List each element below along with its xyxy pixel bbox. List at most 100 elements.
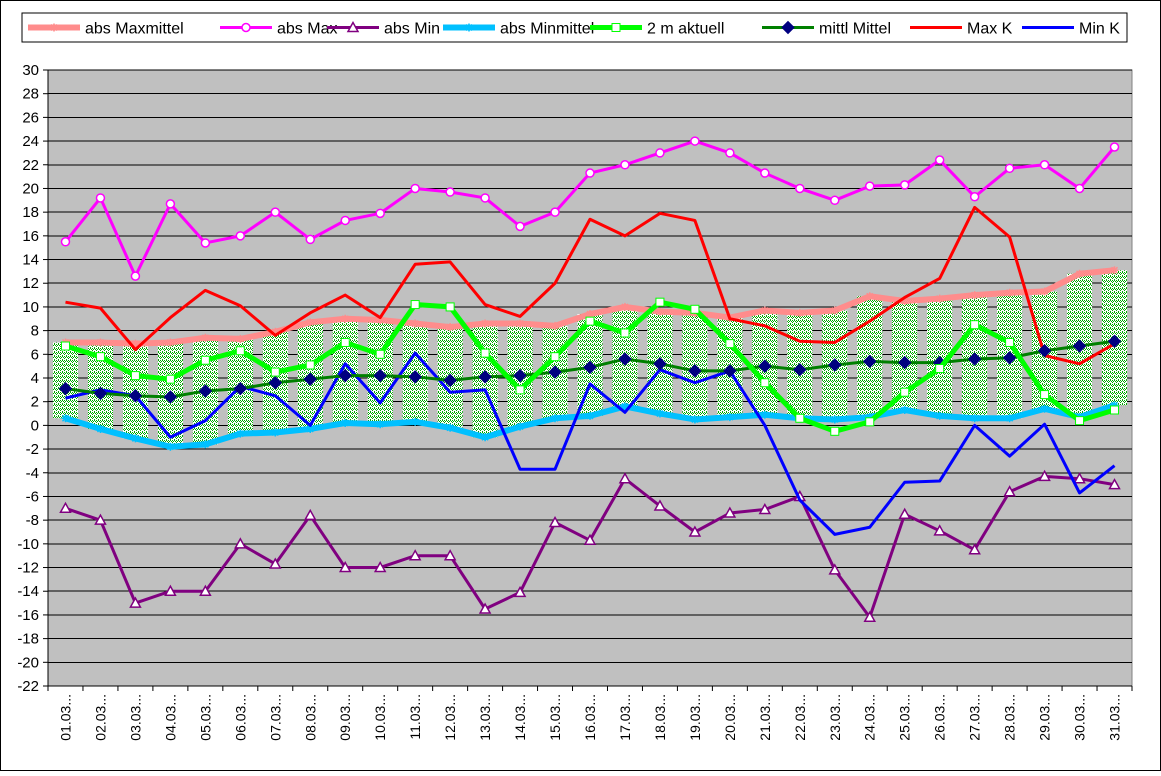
legend-label: abs Max <box>277 21 337 38</box>
legend-label: abs Minmittel <box>500 21 594 38</box>
data-point-mittl-mittel <box>373 368 387 383</box>
x-tick-label: 31.03... <box>1107 694 1123 741</box>
data-point-abs-minmittel <box>1040 404 1049 413</box>
x-tick-label: 11.03... <box>407 694 423 740</box>
data-point-abs-min <box>758 502 772 515</box>
data-point-mittl-mittel <box>758 359 772 373</box>
data-point-2-m-aktuell <box>1005 337 1015 347</box>
data-point-abs-maxmittel <box>620 302 629 311</box>
legend-marker <box>241 22 251 33</box>
data-point-abs-max <box>550 207 560 217</box>
data-point-abs-maxmittel <box>446 323 455 332</box>
legend-item-abs-minmittel: abs Minmittel <box>443 21 594 38</box>
data-point-mittl-mittel <box>408 370 422 384</box>
y-tick-label: 14 <box>22 252 39 269</box>
data-point-abs-min <box>269 557 282 569</box>
x-tick-label: 13.03... <box>477 694 493 741</box>
y-tick-label: -4 <box>26 465 39 482</box>
data-point-abs-min <box>234 537 247 549</box>
x-tick-label: 16.03... <box>582 694 598 741</box>
data-point-abs-min <box>373 560 387 573</box>
data-point-abs-maxmittel <box>341 314 350 323</box>
data-point-abs-min <box>688 525 702 537</box>
data-point-abs-maxmittel <box>830 306 839 315</box>
data-point-2-m-aktuell <box>620 328 630 338</box>
y-tick-label: 6 <box>31 346 39 363</box>
data-point-abs-minmittel <box>446 423 455 432</box>
data-point-abs-maxmittel <box>201 333 210 342</box>
data-point-mittl-mittel <box>233 381 248 396</box>
y-tick-label: 8 <box>31 323 39 340</box>
data-point-abs-maxmittel <box>551 321 560 330</box>
x-tick-label: 21.03... <box>757 694 773 741</box>
x-tick-label: 04.03... <box>162 694 178 741</box>
y-tick-label: -16 <box>17 607 39 624</box>
x-tick-label: 23.03... <box>827 694 843 741</box>
y-tick-label: 28 <box>22 86 39 103</box>
data-point-mittl-mittel <box>653 357 667 371</box>
data-point-abs-minmittel <box>411 417 420 426</box>
x-tick-label: 03.03... <box>127 694 143 741</box>
data-point-abs-minmittel <box>830 415 839 424</box>
series-line-max-k <box>65 205 1116 366</box>
x-tick-label: 17.03... <box>617 694 633 741</box>
data-point-abs-max <box>830 195 840 206</box>
data-point-abs-max <box>340 215 350 226</box>
data-point-abs-max <box>725 148 735 158</box>
data-point-abs-maxmittel <box>970 291 979 300</box>
data-point-abs-maxmittel <box>865 292 874 301</box>
x-tick-label: 25.03... <box>897 694 913 741</box>
data-point-abs-maxmittel <box>760 306 769 315</box>
data-point-2-m-aktuell <box>585 316 595 326</box>
data-point-abs-min <box>653 499 667 511</box>
legend-marker <box>465 23 473 32</box>
data-point-mittl-mittel <box>443 373 457 388</box>
legend-item-min-k: Min K <box>1022 21 1120 38</box>
data-point-abs-minmittel <box>760 410 769 419</box>
data-point-mittl-mittel <box>478 370 492 384</box>
data-point-abs-max <box>165 199 176 209</box>
data-point-2-m-aktuell <box>270 367 280 377</box>
data-point-abs-max <box>690 136 700 146</box>
data-point-abs-min <box>129 596 142 608</box>
data-point-abs-maxmittel <box>236 334 245 343</box>
data-point-abs-max <box>480 193 490 203</box>
data-point-abs-max <box>1074 183 1085 194</box>
data-point-abs-min <box>583 533 597 546</box>
x-tick-label: 28.03... <box>1002 694 1018 741</box>
data-point-abs-maxmittel <box>376 315 385 324</box>
data-point-mittl-mittel <box>863 354 877 369</box>
data-point-mittl-mittel <box>1107 334 1122 348</box>
x-tick-label: 30.03... <box>1072 694 1088 741</box>
data-point-abs-max <box>760 168 770 178</box>
data-point-abs-minmittel <box>586 411 594 420</box>
data-point-abs-min <box>199 584 212 596</box>
legend-label: Min K <box>1079 21 1120 38</box>
data-point-abs-max <box>934 155 945 165</box>
data-point-mittl-mittel <box>1037 344 1052 358</box>
data-point-2-m-aktuell <box>655 297 665 307</box>
data-point-abs-max <box>375 208 385 219</box>
data-point-2-m-aktuell <box>165 374 175 384</box>
data-point-abs-max <box>410 183 420 194</box>
data-point-abs-max <box>95 193 106 203</box>
y-tick-label: 10 <box>22 299 39 316</box>
x-tick-label: 29.03... <box>1037 694 1053 741</box>
data-point-abs-min <box>1108 478 1121 490</box>
data-point-abs-min <box>164 584 177 596</box>
y-tick-label: -14 <box>17 583 39 600</box>
data-point-2-m-aktuell <box>235 346 245 356</box>
data-point-abs-minmittel <box>655 409 664 418</box>
data-point-abs-min <box>863 610 877 623</box>
data-point-abs-minmittel <box>166 442 175 451</box>
y-tick-label: -10 <box>17 536 39 553</box>
data-point-2-m-aktuell <box>550 352 560 362</box>
data-point-2-m-aktuell <box>95 352 105 362</box>
data-point-abs-minmittel <box>1110 401 1119 410</box>
x-tick-label: 10.03... <box>372 694 388 741</box>
data-point-abs-min <box>513 585 527 598</box>
legend-marker <box>611 23 621 32</box>
data-point-abs-min <box>478 602 492 614</box>
